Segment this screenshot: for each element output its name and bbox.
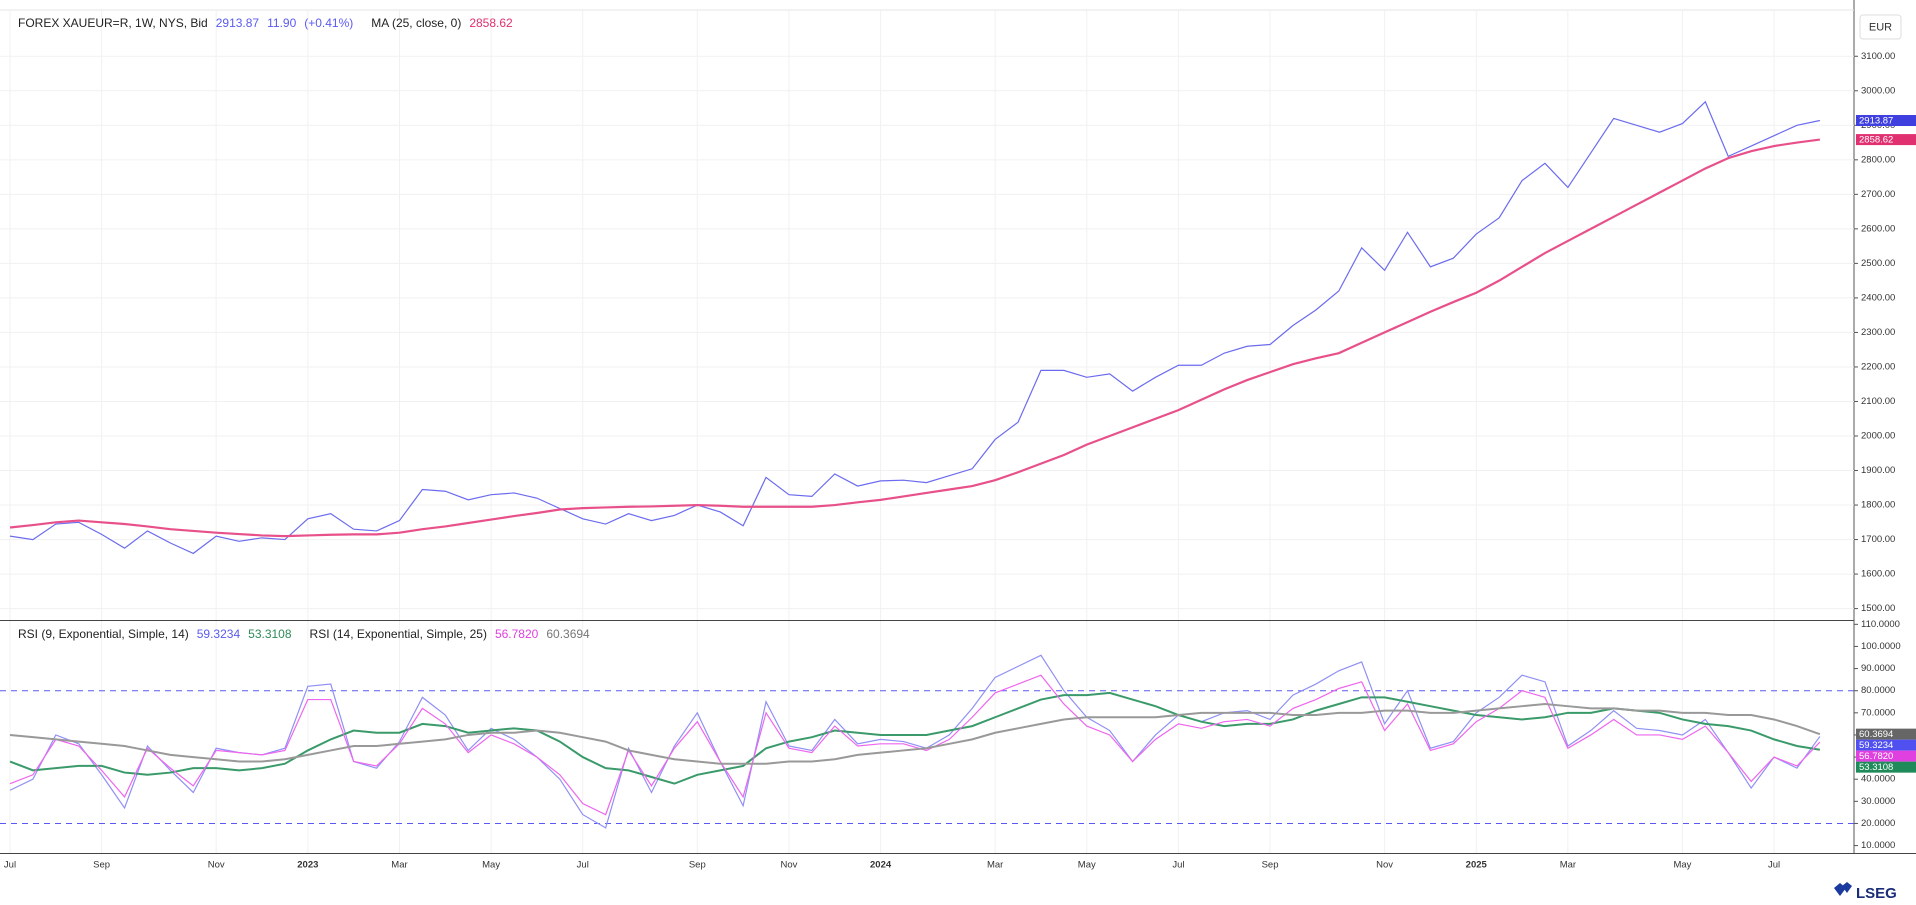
y-tick-label: 2200.00 (1861, 361, 1895, 372)
x-tick-label: Sep (1262, 860, 1279, 871)
y-tick-label: 80.0000 (1861, 685, 1895, 696)
price-tag (1856, 134, 1916, 146)
price-tag-label: 2913.87 (1859, 116, 1893, 127)
x-tick-label: Sep (689, 860, 706, 871)
price-tag (1856, 728, 1916, 740)
currency-button[interactable] (1859, 14, 1902, 40)
x-tick-label: 2025 (1466, 860, 1488, 871)
y-tick-label: 2000.00 (1861, 431, 1895, 442)
y-tick-label: 40.0000 (1861, 774, 1895, 785)
price-tag-label: 53.3108 (1859, 762, 1893, 773)
y-tick-label: 100.0000 (1861, 641, 1901, 652)
y-tick-label: 2500.00 (1861, 258, 1895, 269)
y-tick-label: 3000.00 (1861, 85, 1895, 96)
y-tick-label: 30.0000 (1861, 796, 1895, 807)
y-tick-label: 2300.00 (1861, 327, 1895, 338)
x-tick-label: Mar (391, 860, 407, 871)
series-line (9, 100, 1821, 555)
y-tick-label: 1500.00 (1861, 603, 1895, 614)
legend-value: 11.90 (267, 16, 296, 30)
x-tick-label: Jul (1172, 860, 1184, 871)
x-tick-label: Jul (577, 860, 589, 871)
y-tick-label: 1800.00 (1861, 500, 1895, 511)
currency-label[interactable]: EUR (1869, 21, 1892, 33)
y-tick-label: 2800.00 (1861, 154, 1895, 165)
y-tick-label: 90.0000 (1861, 663, 1895, 674)
logo-icon (1834, 882, 1852, 896)
y-tick-label: 2600.00 (1861, 223, 1895, 234)
y-tick-label: 2100.00 (1861, 396, 1895, 407)
x-tick-label: Sep (93, 860, 110, 871)
legend-name: RSI (14, Exponential, Simple, 25) (310, 627, 487, 641)
logo: LSEG (1834, 882, 1897, 902)
y-tick-label: 20.0000 (1861, 818, 1895, 829)
legend-value: (+0.41%) (304, 16, 353, 30)
x-tick-label: Jul (1768, 860, 1780, 871)
series-line (9, 691, 1821, 785)
legend-value: 60.3694 (546, 627, 590, 641)
x-tick-label: Mar (987, 860, 1003, 871)
y-tick-label: 1600.00 (1861, 569, 1895, 580)
series-line (9, 654, 1821, 829)
price-tag-label: 59.3234 (1859, 740, 1893, 751)
price-tag-label: 2858.62 (1859, 135, 1893, 146)
series-line (9, 138, 1821, 538)
y-tick-label: 3100.00 (1861, 51, 1895, 62)
price-tag (1856, 750, 1916, 762)
legend-value: 53.3108 (248, 627, 292, 641)
legend-name: RSI (9, Exponential, Simple, 14) (18, 627, 189, 641)
legend-value: 2913.87 (216, 16, 260, 30)
legend-value: 2858.62 (469, 16, 513, 30)
y-tick-label: 1700.00 (1861, 534, 1895, 545)
price-tag (1856, 115, 1916, 127)
price-tag (1856, 761, 1916, 773)
x-tick-label: 2023 (297, 860, 318, 871)
price-tag-label: 60.3694 (1859, 729, 1893, 740)
logo-text: LSEG (1856, 885, 1897, 902)
x-tick-label: Mar (1560, 860, 1576, 871)
x-tick-label: May (1078, 860, 1096, 871)
series-line (9, 674, 1821, 816)
series-line (9, 702, 1821, 765)
legend-name: MA (25, close, 0) (371, 16, 461, 30)
x-tick-label: May (482, 860, 500, 871)
y-tick-label: 10.0000 (1861, 840, 1895, 851)
y-tick-label: 2700.00 (1861, 189, 1895, 200)
x-tick-label: May (1673, 860, 1691, 871)
x-tick-label: Jul (4, 860, 16, 871)
x-tick-label: Nov (208, 860, 225, 871)
x-tick-label: Nov (780, 860, 797, 871)
x-tick-label: 2024 (870, 860, 892, 871)
legend: RSI (9, Exponential, Simple, 14) 59.3234 5… (18, 627, 590, 641)
price-tag (1856, 739, 1916, 751)
legend-name: FOREX XAUEUR=R, 1W, NYS, Bid (18, 16, 208, 30)
y-tick-label: 2400.00 (1861, 292, 1895, 303)
y-tick-label: 110.0000 (1861, 619, 1900, 630)
y-tick-label: 70.0000 (1861, 707, 1895, 718)
x-tick-label: Nov (1376, 860, 1393, 871)
price-tag-label: 56.7820 (1859, 751, 1893, 762)
y-tick-label: 1900.00 (1861, 465, 1895, 476)
legend-value: 56.7820 (495, 627, 539, 641)
legend: FOREX XAUEUR=R, 1W, NYS, Bid 2913.87 11.90… (18, 16, 513, 30)
legend-value: 59.3234 (197, 627, 241, 641)
